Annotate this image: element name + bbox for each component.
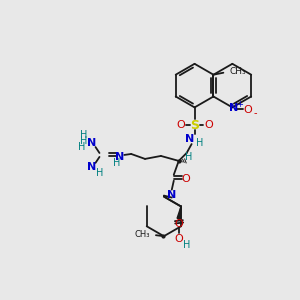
Text: N: N: [167, 190, 176, 200]
Text: N: N: [87, 138, 96, 148]
Text: H: H: [96, 168, 103, 178]
Text: N: N: [229, 103, 238, 113]
Text: S: S: [190, 119, 199, 132]
Text: H: H: [112, 158, 120, 168]
Text: -: -: [254, 108, 257, 118]
Text: O: O: [181, 174, 190, 184]
Text: CH₃: CH₃: [229, 67, 246, 76]
Text: H: H: [80, 136, 88, 146]
Text: N: N: [185, 134, 194, 144]
Polygon shape: [177, 206, 181, 218]
Text: O: O: [175, 234, 183, 244]
Text: +: +: [236, 100, 243, 109]
Text: H: H: [185, 152, 192, 162]
Text: H: H: [183, 240, 191, 250]
Text: O: O: [176, 120, 185, 130]
Text: N: N: [87, 162, 96, 172]
Text: H: H: [78, 142, 85, 152]
Text: O: O: [244, 105, 253, 116]
Text: N: N: [115, 152, 124, 162]
Text: H: H: [80, 130, 87, 140]
Text: O: O: [175, 219, 183, 229]
Text: H: H: [196, 138, 203, 148]
Text: CH₃: CH₃: [134, 230, 150, 239]
Text: O: O: [204, 120, 213, 130]
